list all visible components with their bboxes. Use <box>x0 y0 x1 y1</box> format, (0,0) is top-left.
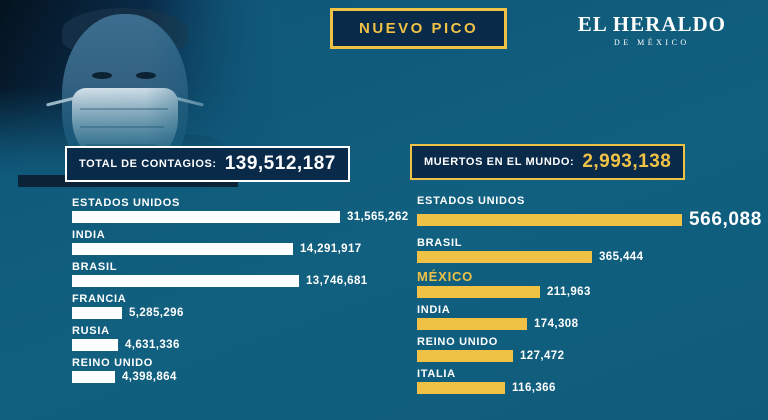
bar <box>417 251 592 263</box>
bar-row-reino-unido: REINO UNIDO 127,472 <box>417 336 760 362</box>
bar <box>417 350 513 362</box>
bar <box>417 382 505 394</box>
bar-line: 365,444 <box>417 251 760 263</box>
bar-row-reino-unido: REINO UNIDO 4,398,864 <box>72 357 410 383</box>
bar-row-estados-unidos: ESTADOS UNIDOS 566,088 <box>417 195 762 231</box>
bar-value: 174,308 <box>534 318 579 330</box>
bar-row-rusia: RUSIA 4,631,336 <box>72 325 410 351</box>
muertos-title-value: 2,993,138 <box>582 151 672 172</box>
bar-line: 4,398,864 <box>72 371 410 383</box>
header-badge: NUEVO PICO <box>330 8 508 49</box>
bar-label: FRANCIA <box>72 293 127 305</box>
bar-value: 14,291,917 <box>300 243 362 255</box>
bar-label: INDIA <box>72 229 106 241</box>
bar-value: 4,631,336 <box>125 339 180 351</box>
contagios-title-label: TOTAL DE CONTAGIOS: <box>79 158 217 170</box>
bar-line: 4,631,336 <box>72 339 410 351</box>
muertos-title-box: MUERTOS EN EL MUNDO: 2,993,138 <box>410 144 686 180</box>
bar <box>72 275 299 287</box>
header-badge-label: NUEVO PICO <box>359 20 479 37</box>
brand-logo: EL HERALDO DE MÉXICO <box>578 12 726 47</box>
bar-line: 14,291,917 <box>72 243 410 255</box>
bar <box>72 339 118 351</box>
bar-value: 365,444 <box>599 251 644 263</box>
bar <box>417 286 540 298</box>
muertos-title-label: MUERTOS EN EL MUNDO: <box>424 156 575 168</box>
brand-logo-main: EL HERALDO <box>577 12 726 36</box>
bar-value: 13,746,681 <box>306 275 368 287</box>
bar <box>72 211 340 223</box>
bar-value: 4,398,864 <box>122 371 177 383</box>
bar-row-india: INDIA 174,308 <box>417 304 760 330</box>
bar-row-mexico: MÉXICO 211,963 <box>417 269 760 298</box>
bar-line: 566,088 <box>417 209 762 231</box>
bar-label: REINO UNIDO <box>72 357 154 369</box>
brand-logo-sub: DE MÉXICO <box>613 38 690 47</box>
bar-label: BRASIL <box>72 261 118 273</box>
bar <box>417 318 527 330</box>
bar-row-brasil: BRASIL 13,746,681 <box>72 261 410 287</box>
bar-label: ESTADOS UNIDOS <box>417 195 525 207</box>
bar <box>72 307 122 319</box>
bar <box>72 371 115 383</box>
muertos-chart: MUERTOS EN EL MUNDO: 2,993,138 ESTADOS U… <box>410 144 762 400</box>
bar-label: ESTADOS UNIDOS <box>72 197 180 209</box>
bar-label: INDIA <box>417 304 451 316</box>
bar <box>417 214 682 226</box>
bar-row-estados-unidos: ESTADOS UNIDOS 31,565,262 <box>72 197 410 223</box>
bar-row-brasil: BRASIL 365,444 <box>417 237 760 263</box>
contagios-title-box: TOTAL DE CONTAGIOS: 139,512,187 <box>65 146 350 182</box>
bar-value: 31,565,262 <box>347 211 409 223</box>
bar-label: MÉXICO <box>417 269 474 284</box>
bar-line: 174,308 <box>417 318 760 330</box>
bar-line: 211,963 <box>417 286 760 298</box>
bar-line: 31,565,262 <box>72 211 410 223</box>
bar-value: 116,366 <box>512 382 556 394</box>
bar-value: 566,088 <box>689 209 762 230</box>
bar-label: BRASIL <box>417 237 463 249</box>
contagios-chart: TOTAL DE CONTAGIOS: 139,512,187 ESTADOS … <box>65 146 410 389</box>
bar-line: 13,746,681 <box>72 275 410 287</box>
bar-value: 211,963 <box>547 286 591 298</box>
bar-line: 127,472 <box>417 350 760 362</box>
bar-line: 5,285,296 <box>72 307 410 319</box>
bar-row-francia: FRANCIA 5,285,296 <box>72 293 410 319</box>
bar-label: RUSIA <box>72 325 110 337</box>
bar-value: 5,285,296 <box>129 307 184 319</box>
bar-row-india: INDIA 14,291,917 <box>72 229 410 255</box>
bar <box>72 243 293 255</box>
bar-line: 116,366 <box>417 382 760 394</box>
bar-value: 127,472 <box>520 350 565 362</box>
photo-fade-overlay <box>0 0 280 175</box>
contagios-title-value: 139,512,187 <box>224 153 336 174</box>
bar-label: ITALIA <box>417 368 456 380</box>
muertos-bar-rows: ESTADOS UNIDOS 566,088 BRASIL 365,444 MÉXICO… <box>417 195 762 394</box>
contagios-bar-rows: ESTADOS UNIDOS 31,565,262 INDIA 14,291,917 B… <box>72 197 410 383</box>
bar-label: REINO UNIDO <box>417 336 499 348</box>
bar-row-italia: ITALIA 116,366 <box>417 368 760 394</box>
